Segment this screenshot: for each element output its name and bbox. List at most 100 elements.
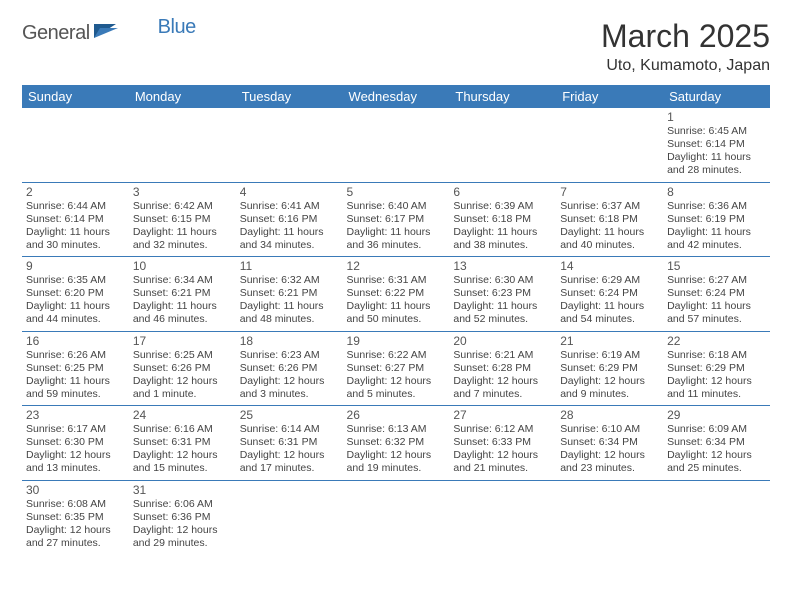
calendar-day-cell: 5Sunrise: 6:40 AMSunset: 6:17 PMDaylight… [343,182,450,257]
day-number: 31 [133,483,232,497]
day-number: 5 [347,185,446,199]
day-info: Sunrise: 6:44 AMSunset: 6:14 PMDaylight:… [26,200,125,253]
day-info: Sunrise: 6:08 AMSunset: 6:35 PMDaylight:… [26,498,125,551]
calendar-empty-cell [663,480,770,554]
calendar-day-cell: 26Sunrise: 6:13 AMSunset: 6:32 PMDayligh… [343,406,450,481]
calendar-week-row: 9Sunrise: 6:35 AMSunset: 6:20 PMDaylight… [22,257,770,332]
day-info: Sunrise: 6:45 AMSunset: 6:14 PMDaylight:… [667,125,766,178]
brand-flag-icon [94,22,120,45]
day-info: Sunrise: 6:26 AMSunset: 6:25 PMDaylight:… [26,349,125,402]
day-info: Sunrise: 6:19 AMSunset: 6:29 PMDaylight:… [560,349,659,402]
day-number: 21 [560,334,659,348]
day-info: Sunrise: 6:09 AMSunset: 6:34 PMDaylight:… [667,423,766,476]
day-info: Sunrise: 6:42 AMSunset: 6:15 PMDaylight:… [133,200,232,253]
day-info: Sunrise: 6:25 AMSunset: 6:26 PMDaylight:… [133,349,232,402]
weekday-header: Sunday [22,85,129,108]
calendar-day-cell: 3Sunrise: 6:42 AMSunset: 6:15 PMDaylight… [129,182,236,257]
weekday-header: Thursday [449,85,556,108]
day-number: 13 [453,259,552,273]
calendar-empty-cell [22,108,129,182]
calendar-day-cell: 24Sunrise: 6:16 AMSunset: 6:31 PMDayligh… [129,406,236,481]
calendar-day-cell: 1Sunrise: 6:45 AMSunset: 6:14 PMDaylight… [663,108,770,182]
calendar-week-row: 30Sunrise: 6:08 AMSunset: 6:35 PMDayligh… [22,480,770,554]
day-number: 6 [453,185,552,199]
day-number: 17 [133,334,232,348]
calendar-day-cell: 8Sunrise: 6:36 AMSunset: 6:19 PMDaylight… [663,182,770,257]
day-info: Sunrise: 6:18 AMSunset: 6:29 PMDaylight:… [667,349,766,402]
header: General Blue March 2025 Uto, Kumamoto, J… [22,18,770,75]
day-info: Sunrise: 6:36 AMSunset: 6:19 PMDaylight:… [667,200,766,253]
day-number: 20 [453,334,552,348]
day-info: Sunrise: 6:14 AMSunset: 6:31 PMDaylight:… [240,423,339,476]
day-number: 9 [26,259,125,273]
day-number: 8 [667,185,766,199]
calendar-day-cell: 11Sunrise: 6:32 AMSunset: 6:21 PMDayligh… [236,257,343,332]
page-title: March 2025 [601,18,770,55]
title-block: March 2025 Uto, Kumamoto, Japan [601,18,770,75]
day-number: 2 [26,185,125,199]
day-number: 28 [560,408,659,422]
calendar-day-cell: 16Sunrise: 6:26 AMSunset: 6:25 PMDayligh… [22,331,129,406]
brand-part1: General [22,22,90,45]
calendar-day-cell: 2Sunrise: 6:44 AMSunset: 6:14 PMDaylight… [22,182,129,257]
day-number: 11 [240,259,339,273]
weekday-header: Saturday [663,85,770,108]
calendar-empty-cell [449,108,556,182]
calendar-day-cell: 29Sunrise: 6:09 AMSunset: 6:34 PMDayligh… [663,406,770,481]
day-number: 1 [667,110,766,124]
day-info: Sunrise: 6:32 AMSunset: 6:21 PMDaylight:… [240,274,339,327]
day-number: 14 [560,259,659,273]
calendar-day-cell: 31Sunrise: 6:06 AMSunset: 6:36 PMDayligh… [129,480,236,554]
calendar-day-cell: 30Sunrise: 6:08 AMSunset: 6:35 PMDayligh… [22,480,129,554]
calendar-day-cell: 15Sunrise: 6:27 AMSunset: 6:24 PMDayligh… [663,257,770,332]
day-info: Sunrise: 6:13 AMSunset: 6:32 PMDaylight:… [347,423,446,476]
day-info: Sunrise: 6:40 AMSunset: 6:17 PMDaylight:… [347,200,446,253]
calendar-day-cell: 28Sunrise: 6:10 AMSunset: 6:34 PMDayligh… [556,406,663,481]
day-number: 12 [347,259,446,273]
calendar-week-row: 16Sunrise: 6:26 AMSunset: 6:25 PMDayligh… [22,331,770,406]
weekday-header: Tuesday [236,85,343,108]
day-info: Sunrise: 6:35 AMSunset: 6:20 PMDaylight:… [26,274,125,327]
calendar-day-cell: 23Sunrise: 6:17 AMSunset: 6:30 PMDayligh… [22,406,129,481]
calendar-empty-cell [556,480,663,554]
calendar-empty-cell [556,108,663,182]
calendar-empty-cell [343,480,450,554]
brand-logo: General Blue [22,22,196,45]
calendar-day-cell: 4Sunrise: 6:41 AMSunset: 6:16 PMDaylight… [236,182,343,257]
calendar-empty-cell [236,480,343,554]
day-info: Sunrise: 6:29 AMSunset: 6:24 PMDaylight:… [560,274,659,327]
day-number: 23 [26,408,125,422]
day-info: Sunrise: 6:41 AMSunset: 6:16 PMDaylight:… [240,200,339,253]
calendar-week-row: 1Sunrise: 6:45 AMSunset: 6:14 PMDaylight… [22,108,770,182]
calendar-day-cell: 14Sunrise: 6:29 AMSunset: 6:24 PMDayligh… [556,257,663,332]
calendar-day-cell: 22Sunrise: 6:18 AMSunset: 6:29 PMDayligh… [663,331,770,406]
day-number: 24 [133,408,232,422]
calendar-day-cell: 13Sunrise: 6:30 AMSunset: 6:23 PMDayligh… [449,257,556,332]
calendar-day-cell: 17Sunrise: 6:25 AMSunset: 6:26 PMDayligh… [129,331,236,406]
calendar-table: SundayMondayTuesdayWednesdayThursdayFrid… [22,85,770,554]
day-number: 27 [453,408,552,422]
day-number: 4 [240,185,339,199]
day-number: 29 [667,408,766,422]
day-info: Sunrise: 6:22 AMSunset: 6:27 PMDaylight:… [347,349,446,402]
day-info: Sunrise: 6:21 AMSunset: 6:28 PMDaylight:… [453,349,552,402]
calendar-day-cell: 27Sunrise: 6:12 AMSunset: 6:33 PMDayligh… [449,406,556,481]
day-info: Sunrise: 6:37 AMSunset: 6:18 PMDaylight:… [560,200,659,253]
calendar-empty-cell [449,480,556,554]
day-info: Sunrise: 6:34 AMSunset: 6:21 PMDaylight:… [133,274,232,327]
day-number: 16 [26,334,125,348]
weekday-header-row: SundayMondayTuesdayWednesdayThursdayFrid… [22,85,770,108]
weekday-header: Friday [556,85,663,108]
day-info: Sunrise: 6:10 AMSunset: 6:34 PMDaylight:… [560,423,659,476]
day-info: Sunrise: 6:27 AMSunset: 6:24 PMDaylight:… [667,274,766,327]
calendar-day-cell: 20Sunrise: 6:21 AMSunset: 6:28 PMDayligh… [449,331,556,406]
day-info: Sunrise: 6:23 AMSunset: 6:26 PMDaylight:… [240,349,339,402]
calendar-empty-cell [129,108,236,182]
day-info: Sunrise: 6:31 AMSunset: 6:22 PMDaylight:… [347,274,446,327]
calendar-day-cell: 25Sunrise: 6:14 AMSunset: 6:31 PMDayligh… [236,406,343,481]
calendar-day-cell: 6Sunrise: 6:39 AMSunset: 6:18 PMDaylight… [449,182,556,257]
brand-part2: Blue [158,16,196,39]
day-number: 26 [347,408,446,422]
day-info: Sunrise: 6:30 AMSunset: 6:23 PMDaylight:… [453,274,552,327]
day-number: 15 [667,259,766,273]
